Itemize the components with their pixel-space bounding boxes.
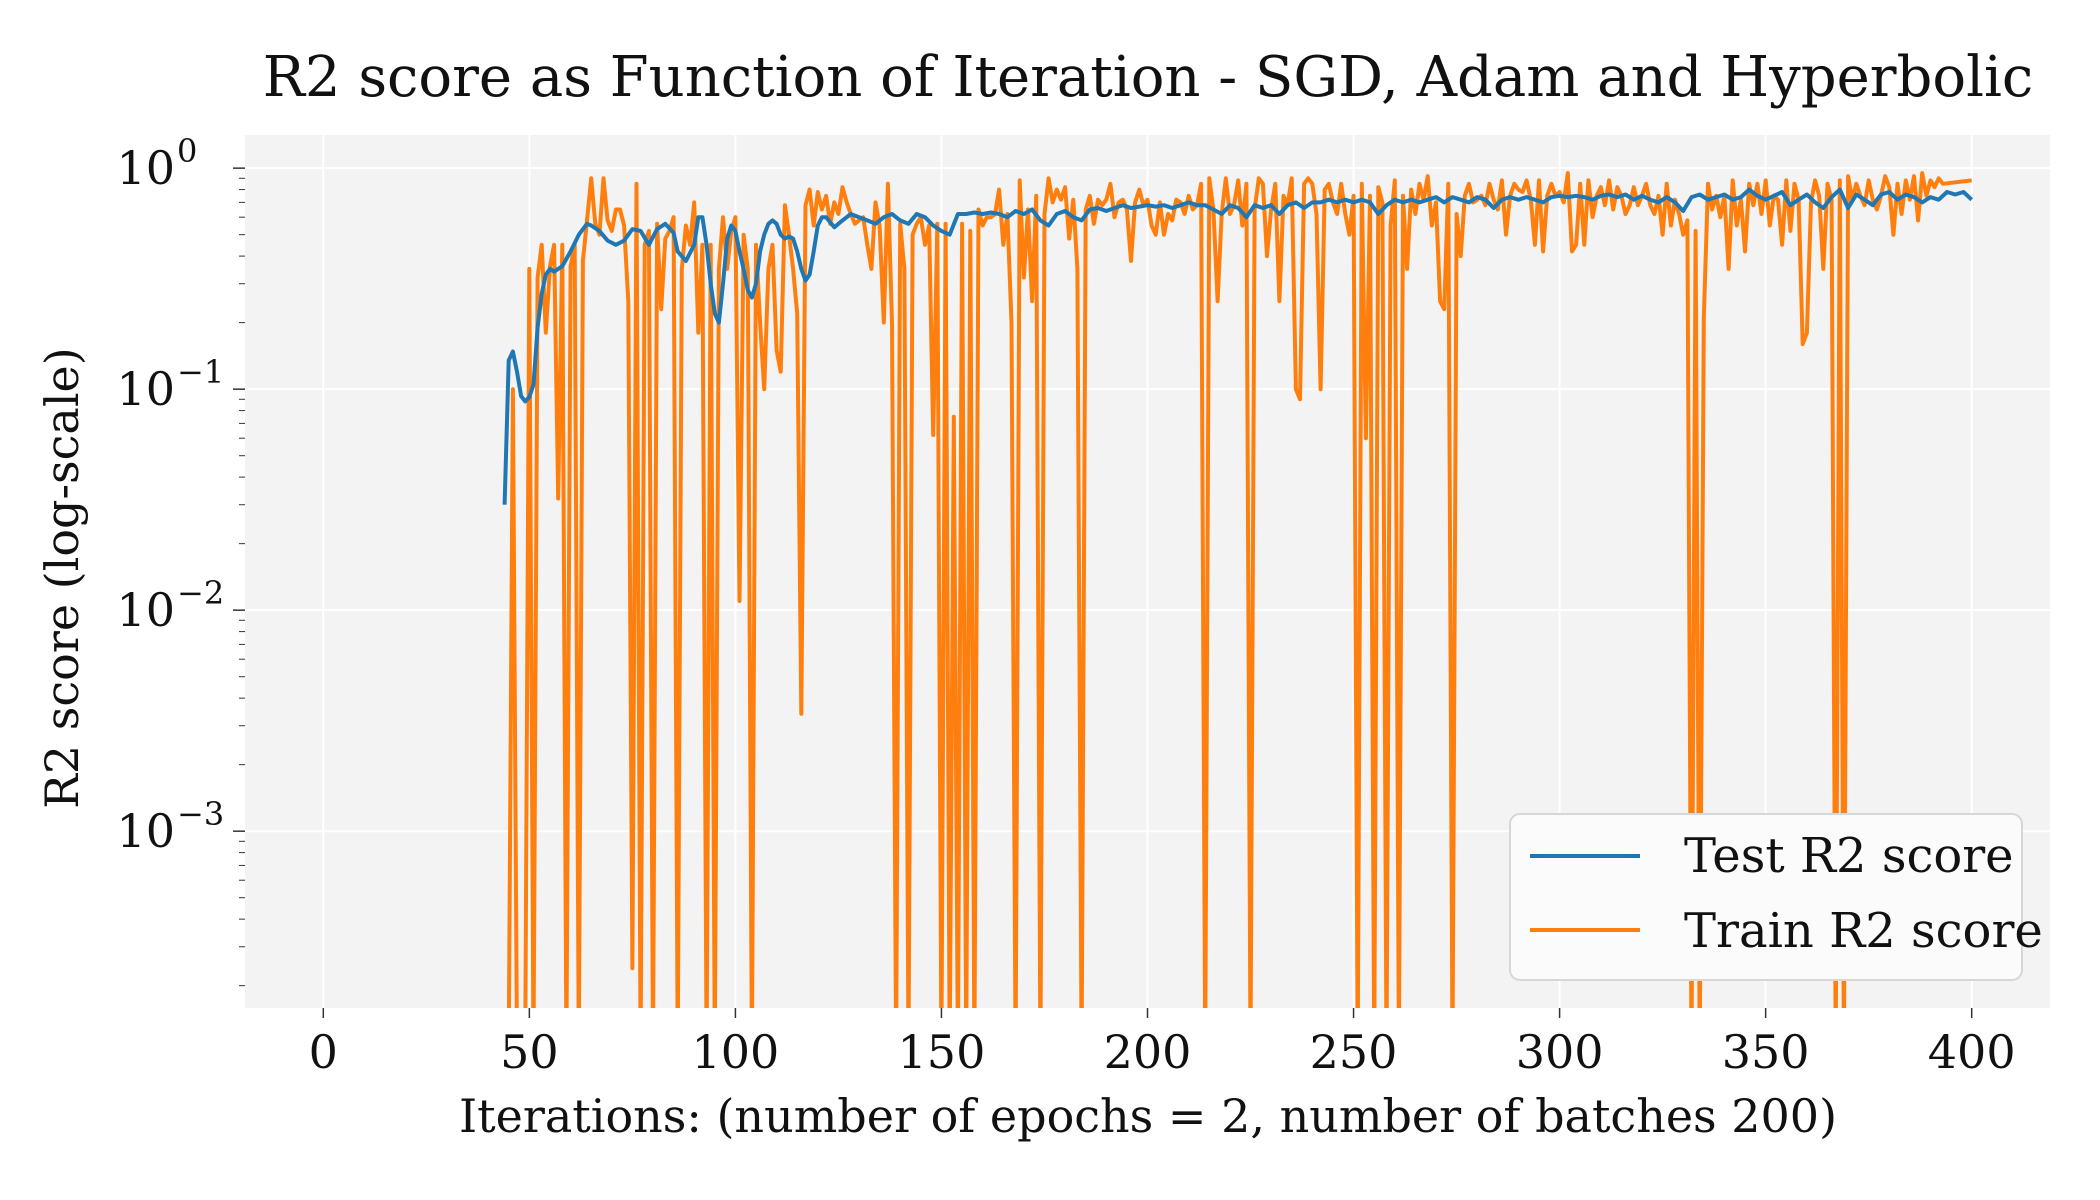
legend-label-test: Test R2 score — [1684, 828, 2014, 884]
y-tick-label: 10 — [116, 362, 175, 416]
y-tick-label: 10 — [116, 141, 175, 195]
x-tick-label: 100 — [691, 1025, 779, 1079]
x-tick-label: 0 — [309, 1025, 338, 1079]
x-axis-label: Iterations: (number of epochs = 2, numbe… — [459, 1089, 1837, 1143]
x-axis-ticks: 0 50 100 150 200 250 300 350 400 — [309, 1008, 2016, 1079]
y-tick-label: 10 — [116, 583, 175, 637]
x-tick-label: 300 — [1516, 1025, 1604, 1079]
y-tick-exponent: 0 — [177, 132, 197, 170]
legend-label-train: Train R2 score — [1684, 903, 2043, 959]
y-tick-exponent: −1 — [177, 353, 224, 391]
y-axis-label: R2 score (log-scale) — [35, 347, 89, 808]
series-layer — [502, 171, 1974, 1008]
x-tick-label: 150 — [898, 1025, 986, 1079]
y-tick-label: 10 — [116, 804, 175, 858]
y-tick-base: 10 — [116, 583, 175, 637]
y-tick-base: 10 — [116, 362, 175, 416]
x-tick-label: 250 — [1310, 1025, 1398, 1079]
series-line-train — [506, 171, 1972, 1008]
y-tick-exponent: −2 — [177, 574, 224, 612]
chart-title: R2 score as Function of Iteration - SGD,… — [263, 45, 2034, 110]
y-tick-base: 10 — [116, 804, 175, 858]
x-tick-label: 350 — [1722, 1025, 1810, 1079]
x-tick-label: 50 — [500, 1025, 559, 1079]
x-tick-label: 200 — [1104, 1025, 1192, 1079]
x-tick-label: 400 — [1928, 1025, 2016, 1079]
y-tick-exponent: −3 — [177, 795, 224, 833]
legend: Test R2 score Train R2 score — [1509, 813, 2043, 981]
y-tick-base: 10 — [116, 141, 175, 195]
series-line-test — [502, 187, 1974, 505]
